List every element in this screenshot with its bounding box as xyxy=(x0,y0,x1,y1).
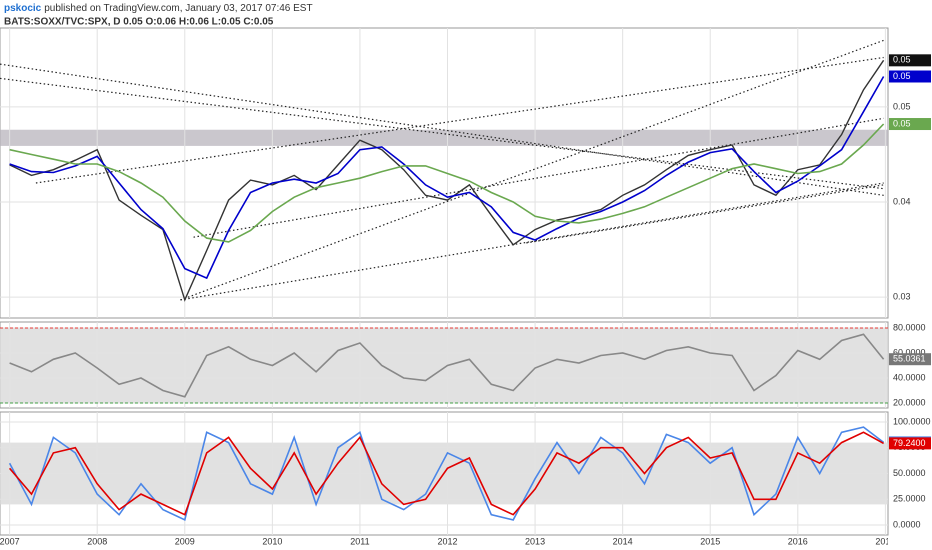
x-tick-label: 2013 xyxy=(525,536,545,546)
symbol-line: BATS:SOXX/TVC:SPX, D 0.05 O:0.06 H:0.06 … xyxy=(4,17,274,28)
last-value-tag xyxy=(889,54,931,67)
x-tick-label: 2011 xyxy=(350,536,369,546)
y-tick-label: 0.05 xyxy=(893,101,911,111)
y-tick-label: 100.0000 xyxy=(893,416,931,426)
trend-line xyxy=(193,117,884,238)
series-line xyxy=(9,76,885,280)
last-value-label: 0.05 xyxy=(893,71,911,81)
last-value-tag xyxy=(889,118,931,131)
series-line xyxy=(9,123,885,243)
trend-line xyxy=(180,39,884,301)
trend-line xyxy=(180,182,884,301)
y-tick-label: 50.0000 xyxy=(893,468,926,478)
series-line xyxy=(9,333,885,398)
x-tick-label: 2016 xyxy=(788,536,808,546)
band xyxy=(0,328,888,403)
x-tick-label: 2009 xyxy=(175,536,195,546)
last-value-label: 79.2400 xyxy=(893,438,926,448)
trend-line xyxy=(0,63,884,196)
author[interactable]: pskocic xyxy=(4,3,42,14)
y-tick-label: 25.0000 xyxy=(893,494,926,504)
last-value-label: 0.05 xyxy=(893,118,911,128)
y-tick-label: 0.04 xyxy=(893,196,911,206)
band xyxy=(0,129,888,146)
y-tick-label: 80.0000 xyxy=(893,322,926,332)
trend-line xyxy=(35,56,884,184)
series-line xyxy=(9,59,885,302)
x-axis: 2007 2008 2009 2010 2011 2012 2013 2014 2015 2016… xyxy=(0,536,895,546)
trend-line xyxy=(526,184,884,244)
last-value-tag xyxy=(889,437,931,450)
x-tick-label: 2007 xyxy=(0,536,20,546)
x-tick-label: 2014 xyxy=(613,536,633,546)
trend-line xyxy=(0,77,884,190)
series-line xyxy=(8,431,884,516)
y-tick-label: 60.0000 xyxy=(893,347,926,357)
x-tick-label: 2008 xyxy=(87,536,107,546)
x-tick-label: 2015 xyxy=(700,536,720,546)
published: published on TradingView.com, January 03… xyxy=(44,3,312,14)
last-value-label: 55.0361 xyxy=(893,354,926,364)
y-tick-label: 20.0000 xyxy=(893,397,926,407)
last-value-tag xyxy=(889,353,931,366)
last-value-tag xyxy=(889,70,931,83)
header-line: pskocic published on TradingView.com, Jan… xyxy=(4,3,313,14)
last-value-label: 0.05 xyxy=(893,55,911,65)
y-tick-label: 0.0000 xyxy=(893,519,921,529)
x-tick-label: 2017 xyxy=(875,536,895,546)
y-tick-label: 40.0000 xyxy=(893,372,926,382)
y-tick-label: 0.03 xyxy=(893,291,911,301)
x-tick-label: 2010 xyxy=(262,536,282,546)
x-tick-label: 2012 xyxy=(437,536,457,546)
